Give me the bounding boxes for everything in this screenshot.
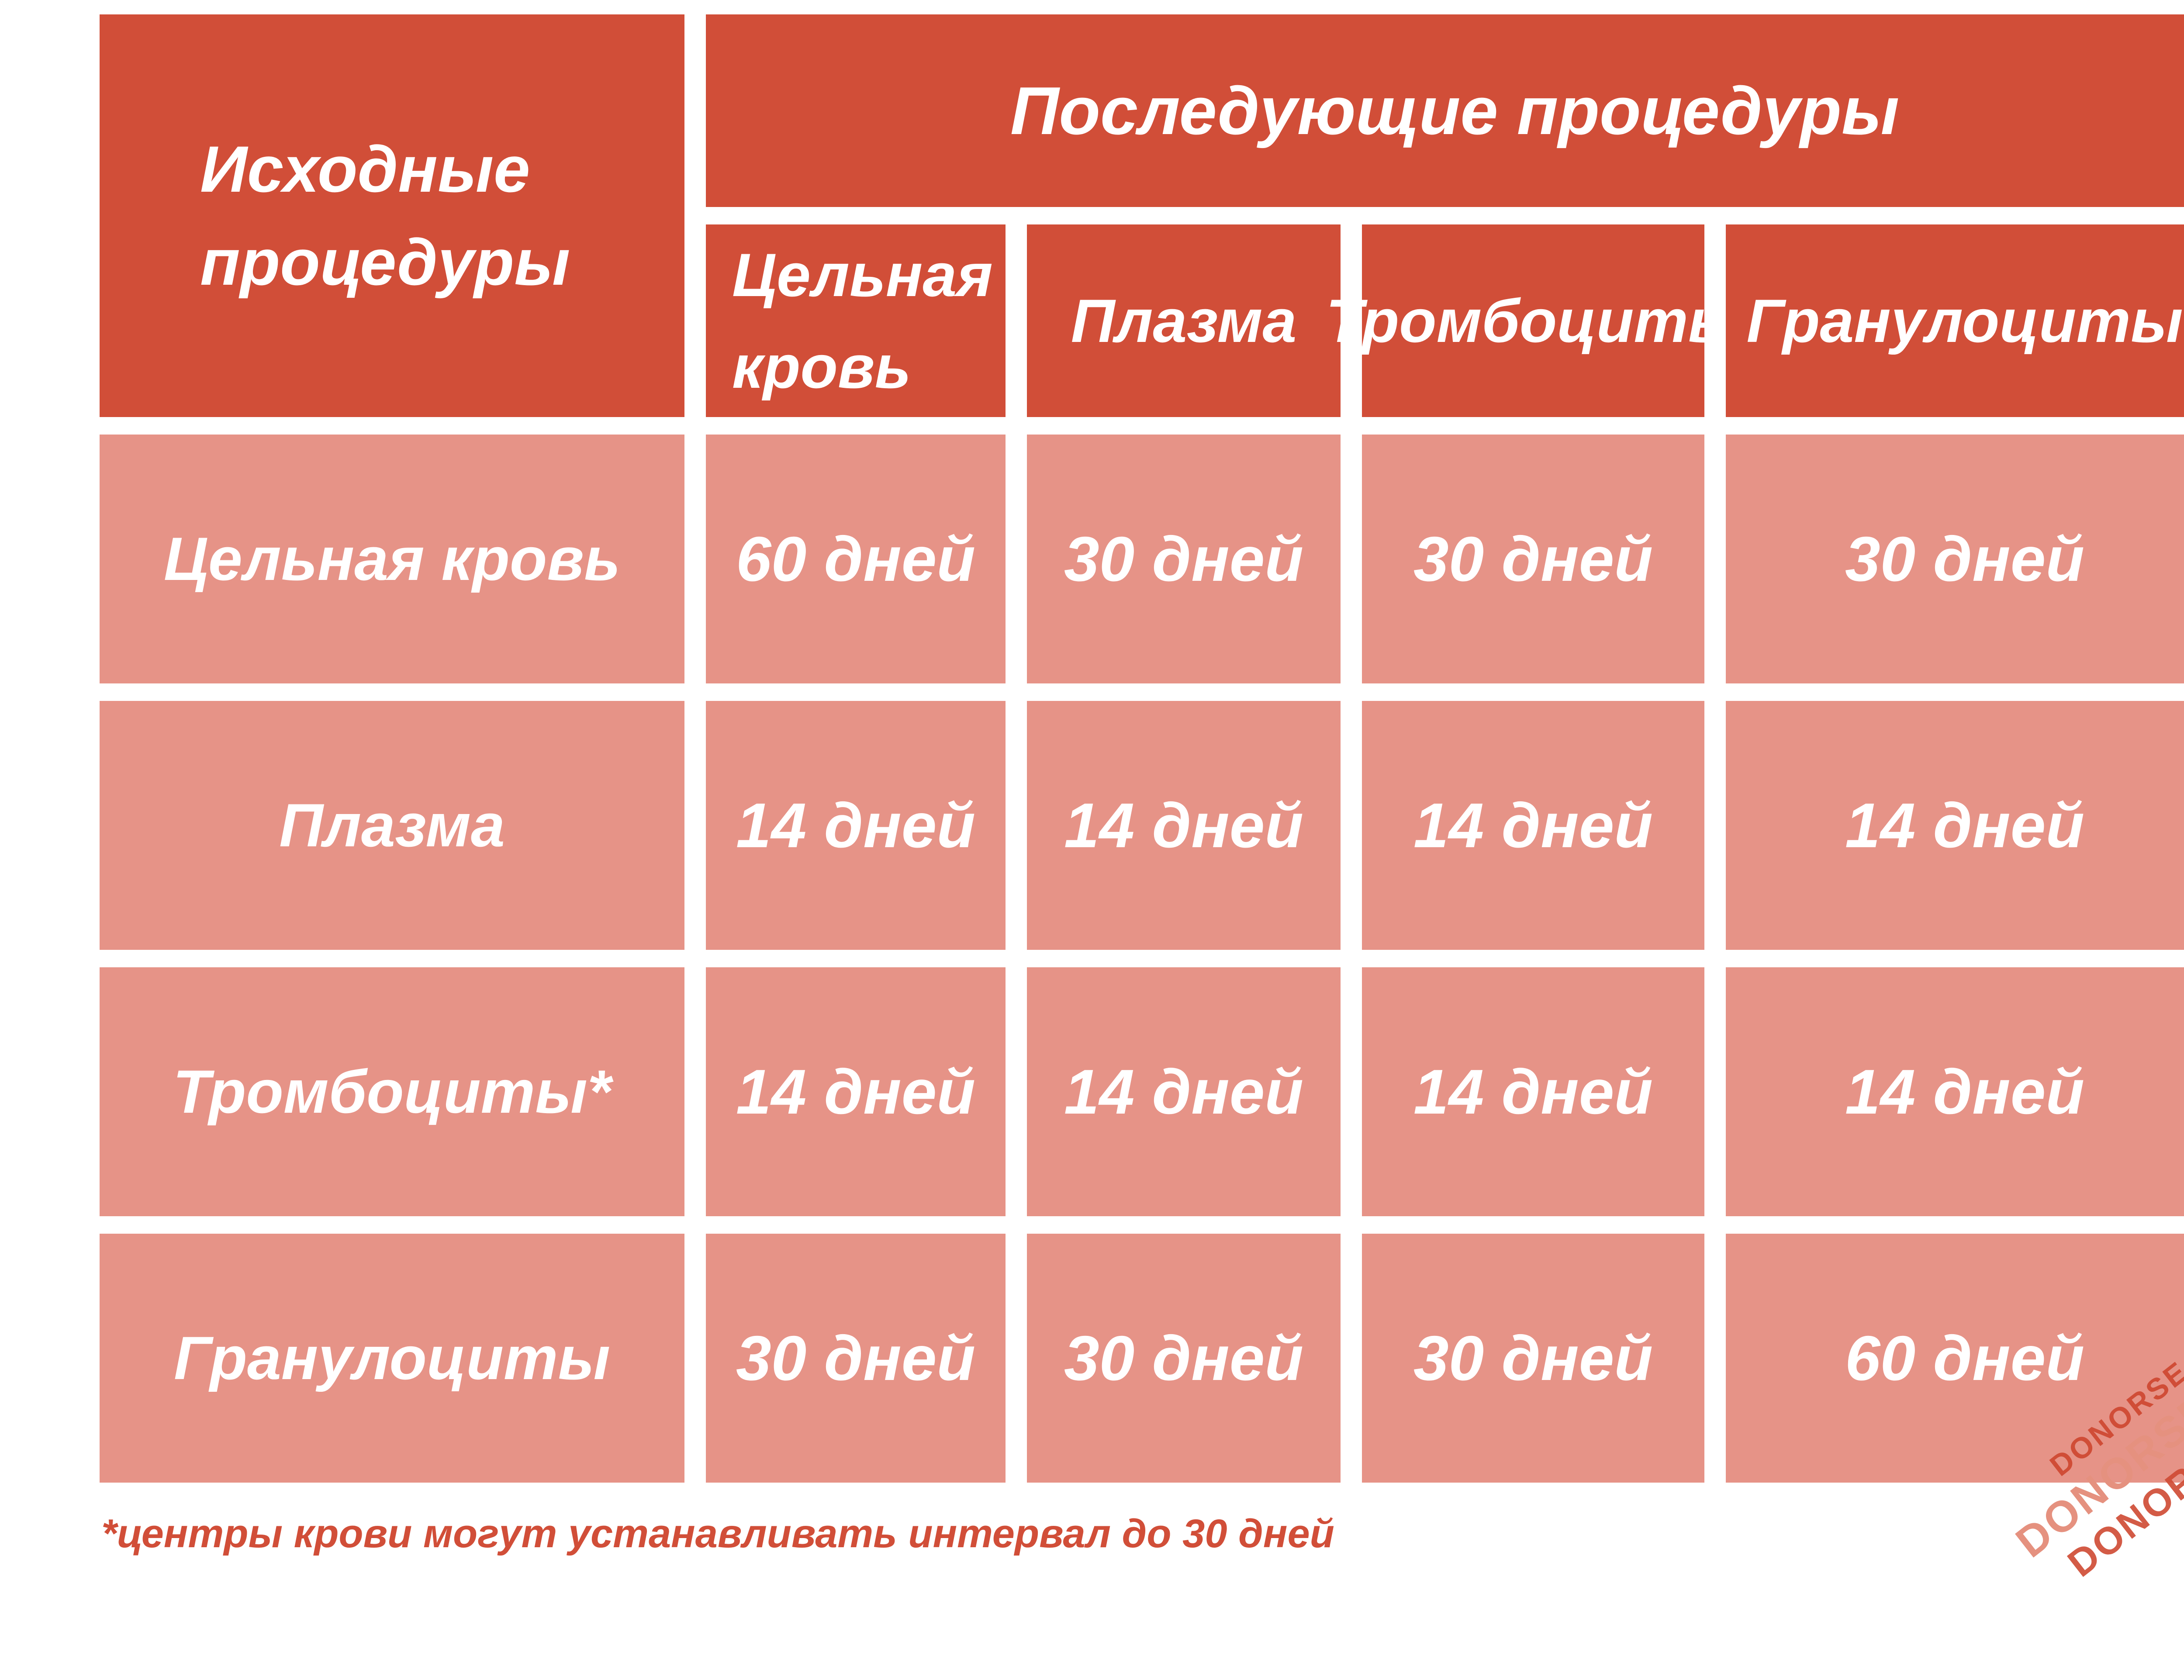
value-cell: 30 дней <box>1726 435 2184 683</box>
value-cell: 60 дней <box>1726 1234 2184 1483</box>
value-cell: 14 дней <box>1362 967 1704 1216</box>
value-cell: 14 дней <box>1362 701 1704 950</box>
corner-header: Исходные процедуры <box>100 14 684 417</box>
value-cell: 14 дней <box>706 967 1006 1216</box>
value-cell: 14 дней <box>1027 967 1341 1216</box>
row-label-whole-blood: Цельная кровь <box>100 435 684 683</box>
column-group-label: Последующие процедуры <box>1010 72 1900 148</box>
value-cell: 14 дней <box>1726 701 2184 950</box>
column-header-whole-blood: Цельная кровь <box>706 224 1006 417</box>
value-cell: 30 дней <box>1027 1234 1341 1483</box>
value-cell: 30 дней <box>1027 435 1341 683</box>
value-cell: 30 дней <box>1362 1234 1704 1483</box>
column-header-label: Цельная кровь <box>732 240 993 401</box>
column-header-plasma: Плазма <box>1027 224 1341 417</box>
row-label-granulocytes: Гранулоциты <box>100 1234 684 1483</box>
column-header-granulocytes: Гранулоциты <box>1726 224 2184 417</box>
value-cell: 30 дней <box>706 1234 1006 1483</box>
column-header-label: Гранулоциты <box>1746 286 2183 355</box>
row-label-plasma: Плазма <box>100 701 684 950</box>
value-cell: 14 дней <box>1726 967 2184 1216</box>
column-header-label: Тромбоциты <box>1326 286 1741 355</box>
value-cell: 60 дней <box>706 435 1006 683</box>
column-header-label: Плазма <box>1071 286 1297 355</box>
donation-interval-table: Исходные процедуры Последующие процедуры… <box>100 14 2184 1483</box>
corner-header-label: Исходные процедуры <box>200 132 570 299</box>
column-header-platelets: Тромбоциты <box>1326 224 1740 417</box>
value-cell: 14 дней <box>1027 701 1341 950</box>
value-cell: 30 дней <box>1362 435 1704 683</box>
value-cell: 14 дней <box>706 701 1006 950</box>
column-group-header: Последующие процедуры <box>706 14 2184 207</box>
footnote: *центры крови могут устанавливать интерв… <box>101 1511 1334 1556</box>
row-label-platelets: Тромбоциты* <box>100 967 684 1216</box>
